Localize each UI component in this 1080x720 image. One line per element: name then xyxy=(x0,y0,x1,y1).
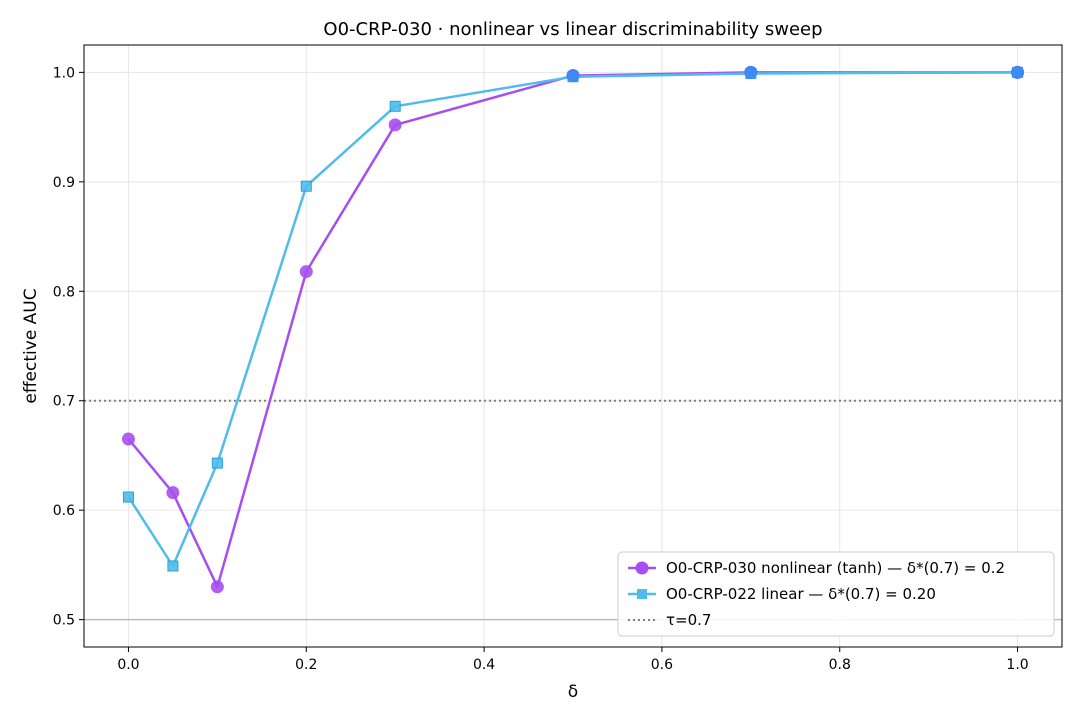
data-point xyxy=(300,180,312,192)
chart-title: O0-CRP-030 · nonlinear vs linear discrim… xyxy=(323,19,822,40)
data-point xyxy=(299,265,313,279)
x-tick-label: 0.2 xyxy=(295,657,317,673)
x-tick-label: 0.4 xyxy=(473,657,495,673)
data-point xyxy=(389,100,401,112)
y-axis: 0.5 0.6 0.7 0.8 0.9 1.0 xyxy=(53,65,84,629)
y-tick-label: 0.6 xyxy=(53,503,75,519)
x-tick-label: 0.0 xyxy=(117,657,139,673)
y-tick-label: 0.8 xyxy=(53,284,75,300)
data-point xyxy=(122,491,134,503)
legend-label: τ=0.7 xyxy=(666,611,711,629)
legend-marker xyxy=(637,589,647,599)
plot-background xyxy=(84,45,1062,647)
x-axis-label: δ xyxy=(568,682,578,702)
data-point xyxy=(210,580,224,594)
y-tick-label: 0.9 xyxy=(53,175,75,191)
x-tick-label: 0.8 xyxy=(829,657,851,673)
data-point xyxy=(211,457,223,469)
legend-label: O0-CRP-030 nonlinear (tanh) — δ*(0.7) = … xyxy=(666,559,1005,577)
y-tick-label: 0.5 xyxy=(53,613,75,629)
data-point xyxy=(166,486,180,500)
overlap-point xyxy=(1011,65,1025,79)
y-axis-label: effective AUC xyxy=(21,288,41,403)
plot-frame xyxy=(83,44,1063,648)
y-tick-label: 1.0 xyxy=(53,65,75,81)
x-axis: 0.0 0.2 0.4 0.6 0.8 1.0 xyxy=(117,647,1029,673)
series-layer xyxy=(121,65,1025,594)
x-tick-label: 1.0 xyxy=(1006,657,1028,673)
series-line-1 xyxy=(127,71,1018,568)
legend-box xyxy=(617,551,1055,637)
data-point xyxy=(121,432,135,446)
x-tick-label: 0.6 xyxy=(651,657,673,673)
legend-marker xyxy=(635,561,649,575)
data-point xyxy=(388,118,402,132)
data-point xyxy=(167,560,179,572)
legend: O0-CRP-030 nonlinear (tanh) — δ*(0.7) = … xyxy=(617,551,1055,637)
overlap-point xyxy=(744,65,758,79)
legend-label: O0-CRP-022 linear — δ*(0.7) = 0.20 xyxy=(666,585,936,603)
y-tick-label: 0.7 xyxy=(53,394,75,410)
overlap-point xyxy=(566,69,580,83)
